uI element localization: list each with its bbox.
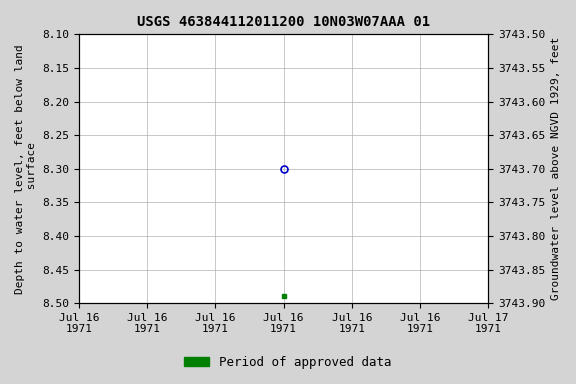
- Y-axis label: Groundwater level above NGVD 1929, feet: Groundwater level above NGVD 1929, feet: [551, 37, 561, 300]
- Legend: Period of approved data: Period of approved data: [179, 351, 397, 374]
- Y-axis label: Depth to water level, feet below land
 surface: Depth to water level, feet below land su…: [15, 44, 37, 294]
- Title: USGS 463844112011200 10N03W07AAA 01: USGS 463844112011200 10N03W07AAA 01: [137, 15, 430, 29]
